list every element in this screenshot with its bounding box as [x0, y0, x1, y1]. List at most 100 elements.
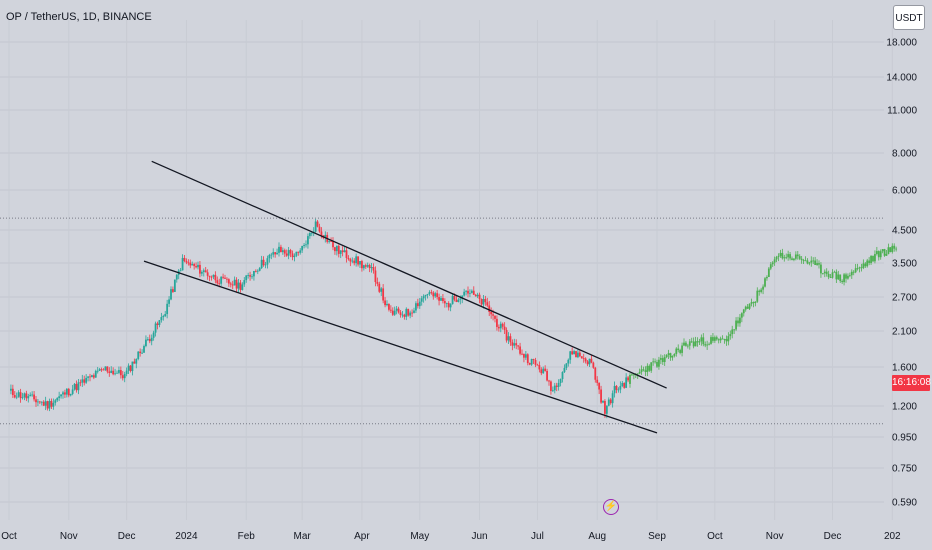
candle — [200, 270, 203, 277]
x-tick-label: Mar — [294, 531, 312, 542]
candle — [374, 266, 377, 287]
candle — [79, 379, 82, 387]
projection-candle — [814, 256, 817, 266]
lightning-icon[interactable]: ⚡ — [603, 499, 619, 515]
candle — [170, 286, 172, 301]
projection-candle — [665, 354, 668, 359]
candle — [83, 375, 86, 386]
candle — [253, 270, 255, 281]
candle — [249, 271, 251, 281]
projection-candle — [825, 268, 828, 277]
projection-candle — [704, 341, 707, 348]
candle — [75, 380, 78, 393]
projection-candle — [843, 272, 845, 286]
candle — [71, 384, 74, 396]
candle — [237, 278, 240, 294]
projection-candle — [829, 274, 832, 278]
candle — [56, 397, 59, 402]
candle — [623, 382, 626, 389]
candle — [183, 255, 186, 263]
candle — [204, 266, 207, 273]
candle — [553, 382, 556, 394]
candle — [526, 353, 529, 366]
candle — [121, 370, 124, 381]
y-tick-label: 2.100 — [892, 327, 917, 338]
projection-candle — [754, 301, 757, 307]
candle — [208, 275, 211, 282]
candle — [13, 391, 16, 399]
candle — [430, 289, 433, 295]
candle — [368, 263, 371, 273]
candle — [274, 252, 277, 258]
candle — [611, 390, 614, 408]
candle — [359, 261, 361, 269]
projection-candle — [702, 333, 705, 347]
candle — [156, 321, 159, 330]
candle — [372, 263, 375, 274]
candle — [509, 333, 512, 346]
candle — [185, 258, 188, 265]
candle — [38, 400, 41, 405]
candle — [280, 244, 282, 253]
candle — [168, 296, 170, 307]
candle — [21, 392, 24, 400]
candle — [416, 298, 419, 309]
projection-candle — [872, 255, 874, 263]
projection-candle — [793, 258, 795, 262]
candle — [463, 288, 466, 297]
candle — [152, 330, 155, 341]
projection-candle — [854, 263, 857, 274]
candle — [351, 257, 354, 264]
candle — [490, 307, 493, 319]
candle — [598, 382, 601, 395]
candle — [150, 334, 153, 346]
projection-candle — [845, 272, 847, 283]
trendlines — [143, 160, 667, 434]
grid — [0, 20, 893, 520]
candle — [108, 367, 111, 377]
projection-candle — [764, 277, 766, 288]
projection-candle — [860, 263, 863, 272]
candle — [125, 367, 128, 377]
projection-candle — [787, 250, 790, 261]
candle — [582, 353, 585, 363]
candle — [27, 393, 30, 403]
projection-candle — [663, 354, 666, 366]
candle — [241, 282, 244, 291]
candle — [337, 244, 340, 258]
candle — [399, 309, 402, 318]
projection-candle — [661, 355, 664, 365]
projection-candle — [731, 325, 734, 339]
projection-candle — [696, 337, 699, 347]
projection-candle — [681, 342, 683, 357]
candle — [96, 366, 99, 374]
projection-candle — [737, 316, 739, 327]
candle — [65, 388, 68, 398]
projection-candle — [686, 343, 689, 349]
currency-button[interactable]: USDT — [893, 5, 925, 30]
candle — [467, 286, 469, 298]
candle — [77, 379, 80, 395]
candle — [388, 303, 390, 312]
candle — [521, 349, 523, 356]
projection-candle — [632, 373, 635, 380]
candle — [438, 293, 440, 306]
projection-candle — [735, 317, 737, 331]
candle — [35, 396, 37, 407]
candle — [181, 254, 184, 271]
candle — [345, 246, 348, 263]
candle — [94, 369, 97, 378]
candle — [584, 357, 587, 364]
x-tick-label: Nov — [60, 531, 78, 542]
candle — [565, 363, 568, 371]
candle — [91, 374, 93, 378]
candle — [457, 297, 460, 303]
projection-candle — [748, 303, 751, 310]
y-tick-label: 1.200 — [892, 402, 917, 413]
candle — [580, 356, 583, 359]
x-tick-label: Jun — [472, 531, 488, 542]
candle — [81, 374, 84, 387]
projection-candle — [839, 274, 842, 283]
x-tick-label: Dec — [824, 531, 842, 542]
